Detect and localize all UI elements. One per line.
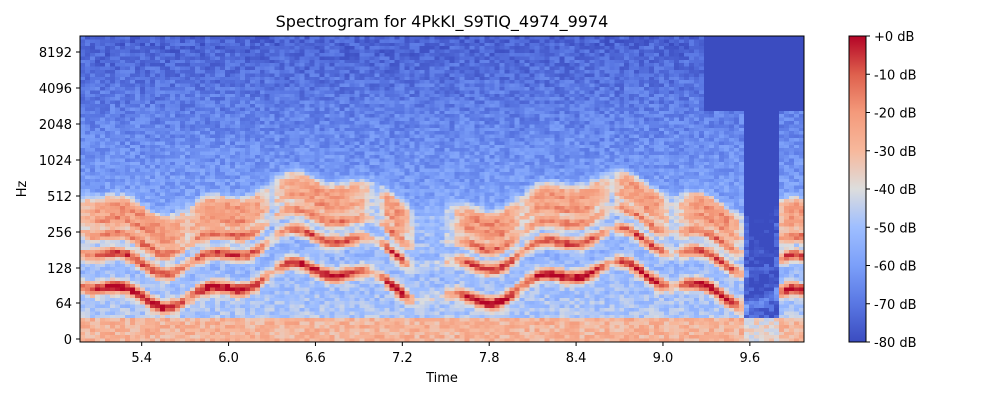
x-axis-label: Time [425, 371, 458, 386]
spectrogram-heatmap [80, 36, 804, 342]
x-tick-label: 6.6 [305, 351, 326, 366]
colorbar-tick-label: -30 dB [874, 145, 917, 160]
x-axis-ticks: 5.4 6.0 6.6 7.2 7.8 8.4 9.0 9.6 [131, 342, 760, 366]
colorbar-ticks: +0 dB -10 dB -20 dB -30 dB -40 dB -50 dB -60 d… [866, 30, 917, 351]
colorbar-tick-label: +0 dB [874, 30, 914, 45]
y-axis-ticks: 0 64 128 256 512 1024 2048 4096 8192 [39, 46, 80, 348]
x-tick-label: 7.2 [392, 351, 413, 366]
y-tick-label: 2048 [39, 118, 72, 133]
x-tick-label: 9.0 [653, 351, 674, 366]
y-tick-label: 0 [64, 333, 72, 348]
colorbar-tick-label: -50 dB [874, 221, 917, 236]
y-tick-label: 1024 [39, 154, 72, 169]
x-tick-label: 7.8 [479, 351, 500, 366]
spectrogram-image [80, 36, 804, 342]
plot-frame [79, 35, 805, 343]
colorbar-tick-label: -20 dB [874, 107, 917, 122]
chart-title: Spectrogram for 4PkKI_S9TIQ_4974_9974 [276, 12, 609, 32]
x-tick-label: 5.4 [131, 351, 152, 366]
y-tick-label: 512 [47, 190, 72, 205]
colorbar-tick-label: -80 dB [874, 336, 917, 351]
y-tick-label: 64 [55, 297, 72, 312]
colorbar-tick-label: -10 dB [874, 68, 917, 83]
y-axis-label: Hz [15, 181, 30, 198]
y-tick-label: 256 [47, 226, 72, 241]
x-tick-label: 6.0 [218, 351, 239, 366]
y-tick-label: 128 [47, 262, 72, 277]
colorbar-tick-label: -60 dB [874, 260, 917, 275]
x-tick-label: 9.6 [740, 351, 761, 366]
colorbar-tick-label: -40 dB [874, 183, 917, 198]
colorbar [848, 35, 867, 343]
colorbar-tick-label: -70 dB [874, 298, 917, 313]
y-tick-label: 4096 [39, 82, 72, 97]
y-tick-label: 8192 [39, 46, 72, 61]
x-tick-label: 8.4 [566, 351, 587, 366]
